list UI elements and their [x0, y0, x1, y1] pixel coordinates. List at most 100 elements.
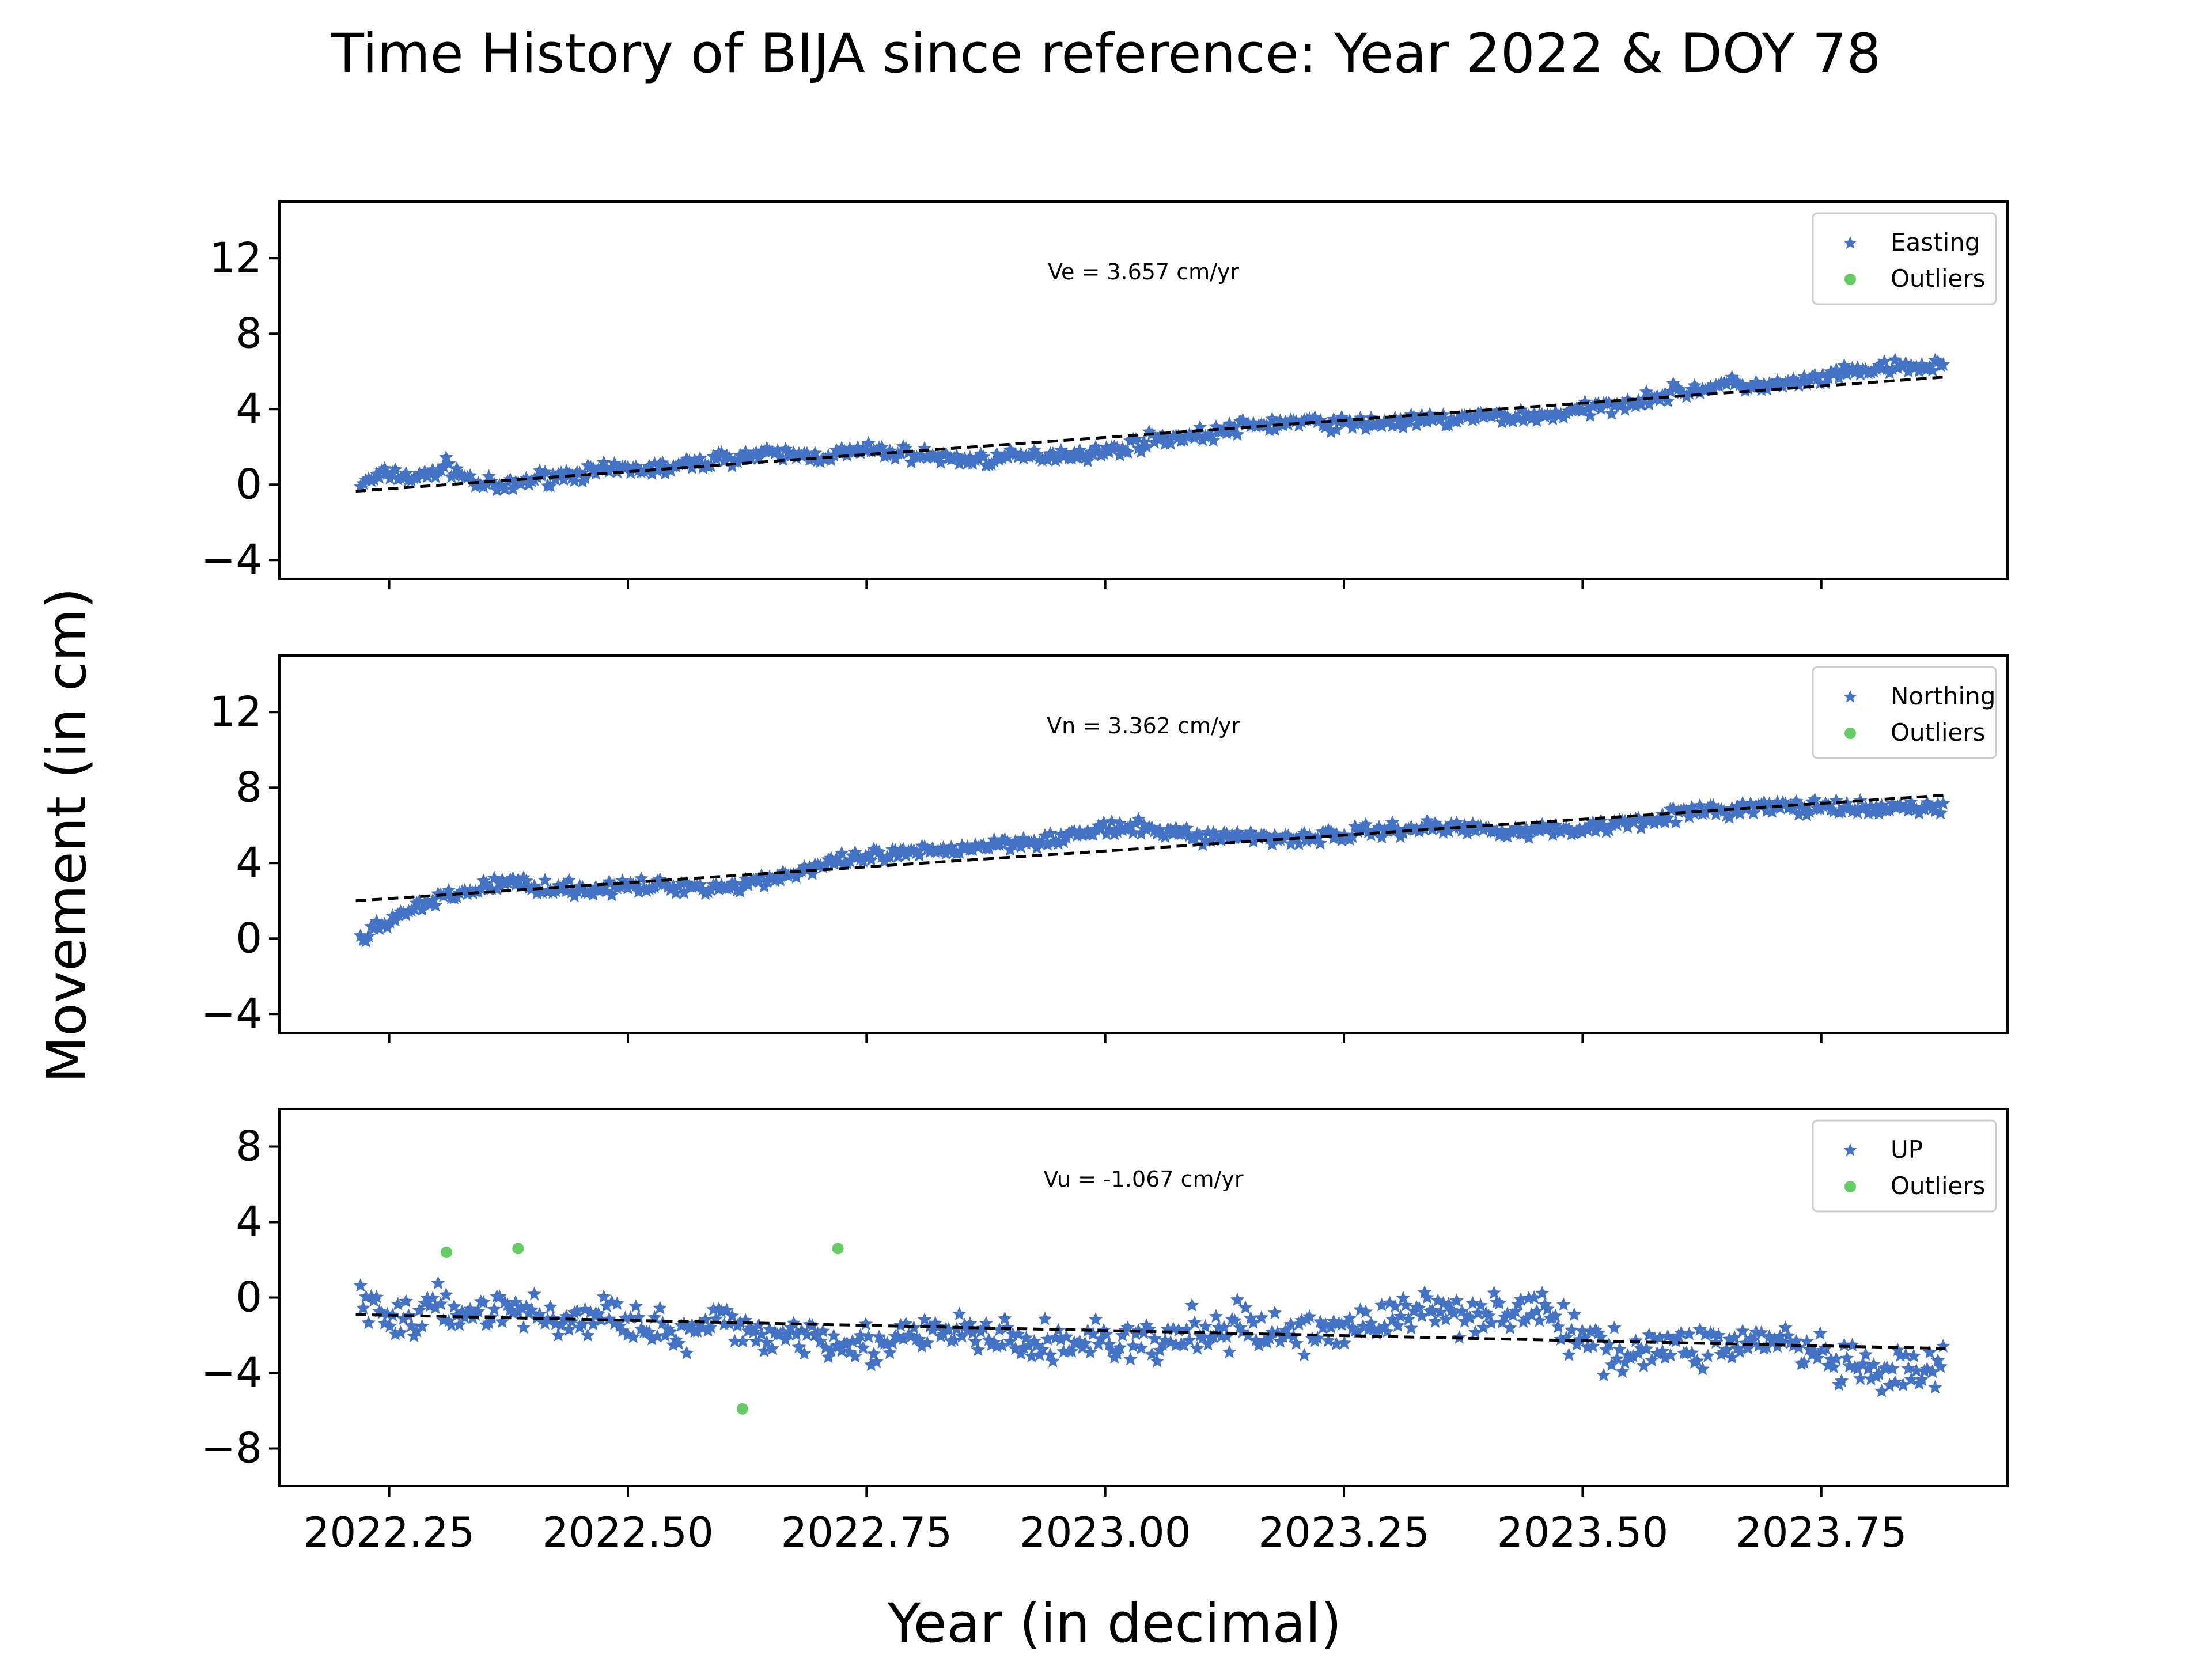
subplot-easting: −4 0 4 8 12 Ve = 3.657 cm/yr Easting Outliers	[201, 200, 2009, 589]
data-point	[1096, 815, 1111, 829]
data-point	[757, 1343, 771, 1357]
data-point	[824, 1343, 838, 1357]
legend: Northing Outliers	[1812, 666, 1997, 759]
data-point	[1620, 819, 1635, 834]
data-point	[1896, 1377, 1910, 1392]
data-point	[1401, 1312, 1416, 1325]
data-point	[863, 853, 878, 866]
data-point	[527, 1286, 541, 1301]
data-point	[1663, 384, 1678, 398]
data-point	[1251, 1338, 1266, 1352]
data-point	[1711, 1328, 1726, 1342]
data-point	[1126, 1338, 1141, 1353]
data-point	[1334, 1317, 1349, 1331]
data-point	[1206, 433, 1221, 447]
data-point	[1733, 806, 1747, 820]
data-point	[992, 1322, 1007, 1336]
data-point	[1099, 1327, 1114, 1340]
data-point	[816, 1324, 831, 1338]
data-point	[1618, 402, 1633, 416]
data-point	[1217, 1320, 1232, 1334]
data-point	[562, 873, 577, 887]
data-point	[1503, 1320, 1517, 1335]
data-point	[1564, 1323, 1579, 1336]
data-point	[1187, 1315, 1202, 1329]
data-point	[1883, 802, 1897, 816]
y-tick-label: 12	[209, 233, 262, 282]
data-point	[1872, 1366, 1887, 1381]
data-point	[425, 1291, 440, 1305]
data-point	[1209, 1309, 1224, 1323]
y-tick-label: −4	[201, 535, 262, 584]
data-point	[1901, 802, 1916, 817]
data-point	[1184, 1298, 1199, 1312]
data-point	[1283, 1317, 1298, 1331]
data-point	[1529, 1304, 1544, 1317]
data-point	[1933, 1359, 1948, 1373]
data-point	[1663, 1348, 1678, 1362]
data-point	[1906, 1349, 1921, 1362]
data-point	[628, 1299, 643, 1313]
data-point	[556, 472, 571, 486]
data-point	[1645, 1353, 1659, 1367]
data-point	[1901, 1361, 1916, 1375]
legend-marker-outliers	[1844, 274, 1856, 285]
data-point	[382, 471, 397, 485]
legend-label: UP	[1891, 1135, 1923, 1164]
legend-label: Easting	[1891, 228, 1980, 256]
data-point	[1653, 1330, 1667, 1344]
y-tick-label: 0	[236, 914, 262, 962]
y-tick-label: 8	[236, 309, 262, 357]
data-point	[1399, 1298, 1413, 1312]
data-point	[1695, 1361, 1710, 1376]
data-point	[599, 1298, 614, 1312]
data-point	[537, 464, 552, 479]
data-point	[952, 845, 967, 859]
data-point	[1120, 445, 1135, 459]
data-point	[891, 849, 906, 863]
data-point	[428, 898, 443, 912]
data-point	[1487, 1285, 1501, 1300]
data-point	[1463, 1310, 1478, 1324]
data-point	[856, 1340, 870, 1354]
velocity-annotation: Ve = 3.657 cm/yr	[1048, 259, 1239, 285]
data-point	[1604, 1357, 1619, 1372]
data-point	[1802, 804, 1817, 818]
legend-box	[1812, 212, 1997, 305]
data-point	[1518, 1312, 1533, 1325]
data-point	[1583, 408, 1598, 422]
data-point	[1206, 1330, 1221, 1343]
series-outliers	[441, 1243, 844, 1415]
data-point	[1123, 1351, 1138, 1366]
data-point	[1925, 1364, 1940, 1378]
data-point	[562, 1322, 577, 1336]
data-point	[436, 459, 451, 472]
data-point	[1013, 1346, 1028, 1360]
data-point	[1035, 1342, 1050, 1356]
x-tick-label: 2022.25	[304, 1508, 475, 1556]
data-point	[1885, 1361, 1900, 1375]
y-tick-label: −4	[201, 1349, 262, 1397]
data-point	[1037, 1312, 1052, 1325]
data-point	[1134, 444, 1149, 458]
data-point	[1628, 1333, 1643, 1347]
series-northing	[353, 792, 1950, 948]
data-point	[1374, 1298, 1389, 1312]
data-point	[1791, 1340, 1806, 1354]
data-point	[471, 1304, 486, 1318]
data-point	[998, 1311, 1012, 1325]
data-point	[1262, 1331, 1277, 1344]
data-point	[1521, 830, 1536, 844]
data-point	[1612, 1342, 1627, 1356]
data-point	[1759, 1339, 1774, 1354]
data-point	[955, 1329, 969, 1343]
data-point	[805, 866, 820, 880]
data-point	[1342, 1310, 1357, 1325]
data-point	[1513, 1292, 1528, 1306]
data-point	[1562, 1347, 1576, 1361]
data-point	[1425, 1303, 1440, 1317]
data-point	[415, 1319, 429, 1333]
data-point	[1324, 425, 1338, 438]
data-point	[1043, 826, 1058, 840]
